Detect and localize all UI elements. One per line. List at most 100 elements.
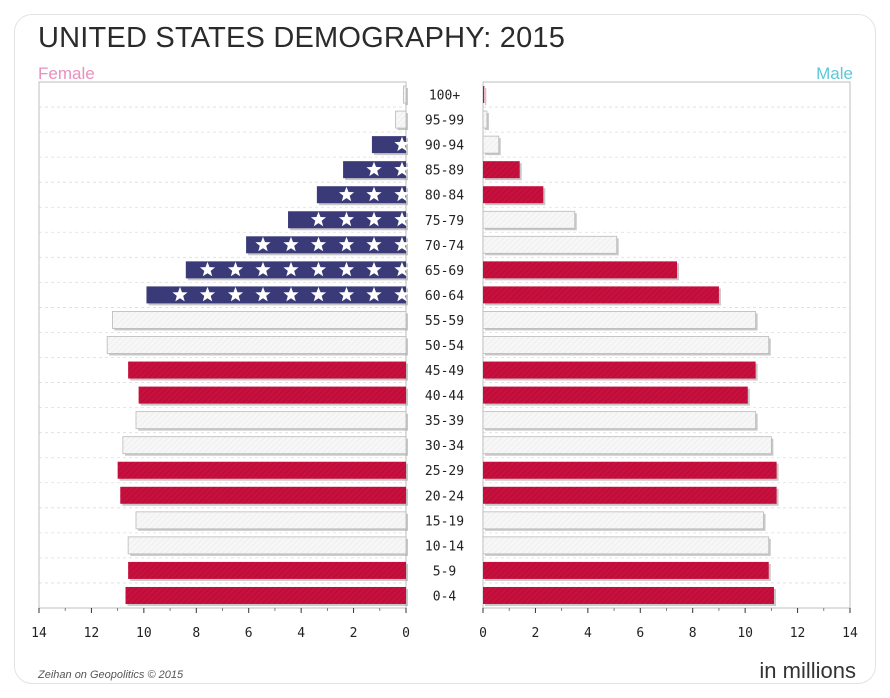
x-tick-label: 6 [245, 626, 253, 641]
star-decoration [394, 261, 410, 277]
age-group-label: 40-44 [425, 389, 464, 404]
x-tick-label: 12 [84, 626, 100, 641]
male-bar [482, 536, 770, 555]
female-bar [106, 336, 407, 354]
female-bar [120, 486, 406, 504]
star-decoration [283, 236, 299, 252]
female-bar-shadow [405, 88, 408, 106]
star-decoration [394, 211, 410, 227]
star-decoration [310, 261, 327, 277]
x-tick-label: 4 [584, 626, 592, 641]
female-bar [402, 85, 407, 104]
age-group-label: 50-54 [425, 339, 464, 354]
male-bar [483, 86, 485, 104]
star-decoration [283, 286, 299, 302]
age-group-label: 15-19 [425, 514, 464, 529]
star-decoration [310, 236, 327, 252]
legend-male: Male [816, 64, 853, 83]
female-bar [146, 286, 406, 304]
star-decoration [310, 211, 327, 227]
female-bar [128, 361, 406, 379]
credit-text: Zeihan on Geopolitics © 2015 [38, 669, 184, 681]
x-tick-label: 14 [31, 626, 47, 641]
chart-title: UNITED STATES DEMOGRAPHY: 2015 [38, 22, 566, 54]
male-bar [483, 261, 677, 279]
age-group-label: 75-79 [425, 214, 464, 229]
female-bar [135, 511, 407, 530]
x-tick-label: 0 [479, 626, 487, 641]
age-group-label: 85-89 [425, 164, 464, 179]
age-group-label: 5-9 [433, 564, 456, 579]
star-decoration [338, 261, 355, 277]
male-bar-shadow [485, 88, 487, 106]
age-group-label: 25-29 [425, 464, 464, 479]
age-group-label: 0-4 [433, 589, 457, 604]
female-bar [122, 436, 407, 455]
star-decoration [366, 261, 382, 277]
x-axis-label: in millions [759, 658, 856, 683]
female-bar [127, 536, 407, 555]
female-bar [128, 561, 406, 579]
star-decoration [366, 211, 382, 227]
star-decoration [255, 261, 271, 277]
female-bar [117, 461, 407, 479]
age-group-label: 55-59 [425, 314, 464, 329]
male-bar [483, 486, 777, 504]
female-bar [135, 411, 407, 430]
age-group-label: 70-74 [425, 239, 464, 254]
male-bar [483, 361, 756, 379]
age-group-label: 20-24 [425, 489, 464, 504]
x-tick-label: 10 [737, 626, 753, 641]
star-decoration [255, 236, 271, 252]
star-decoration [366, 286, 382, 302]
male-bar [482, 511, 764, 530]
female-bar [185, 261, 406, 279]
star-decoration [227, 286, 244, 302]
star-decoration [172, 286, 188, 302]
age-group-label: 30-34 [425, 439, 464, 454]
female-bar [112, 311, 407, 329]
star-decoration [394, 136, 410, 152]
x-tick-label: 2 [532, 626, 540, 641]
male-bar [482, 210, 576, 229]
star-decoration [394, 236, 410, 252]
x-tick-label: 10 [136, 626, 152, 641]
x-tick-label: 2 [350, 626, 358, 641]
male-bar [482, 135, 500, 154]
age-group-label: 45-49 [425, 364, 464, 379]
star-decoration [338, 236, 355, 252]
age-group-label: 95-99 [425, 114, 464, 129]
male-bar [483, 586, 774, 604]
star-decoration [394, 186, 410, 202]
male-bar [483, 561, 769, 579]
star-decoration [283, 261, 299, 277]
male-bar [482, 336, 770, 354]
star-decoration [199, 261, 216, 277]
age-group-label: 90-94 [425, 139, 464, 154]
male-bar [482, 411, 757, 430]
x-tick-label: 0 [402, 626, 410, 641]
star-decoration [366, 236, 382, 252]
male-bar [482, 235, 618, 254]
age-group-label: 65-69 [425, 264, 464, 279]
x-tick-label: 8 [192, 626, 200, 641]
male-bar [482, 311, 757, 329]
age-group-label: 60-64 [425, 289, 464, 304]
male-bar [483, 186, 544, 204]
male-bar [482, 110, 488, 129]
male-bar [483, 161, 520, 179]
female-bar [246, 236, 406, 254]
age-group-label: 100+ [429, 89, 460, 104]
male-bar [483, 286, 719, 304]
star-decoration [338, 286, 355, 302]
x-tick-label: 12 [790, 626, 806, 641]
female-bar [371, 136, 406, 154]
male-bar [483, 386, 748, 404]
star-decoration [338, 186, 355, 202]
star-decoration [366, 186, 382, 202]
age-group-label: 35-39 [425, 414, 464, 429]
star-decoration [394, 161, 410, 177]
legend-female: Female [38, 64, 95, 83]
male-bar [482, 436, 772, 455]
